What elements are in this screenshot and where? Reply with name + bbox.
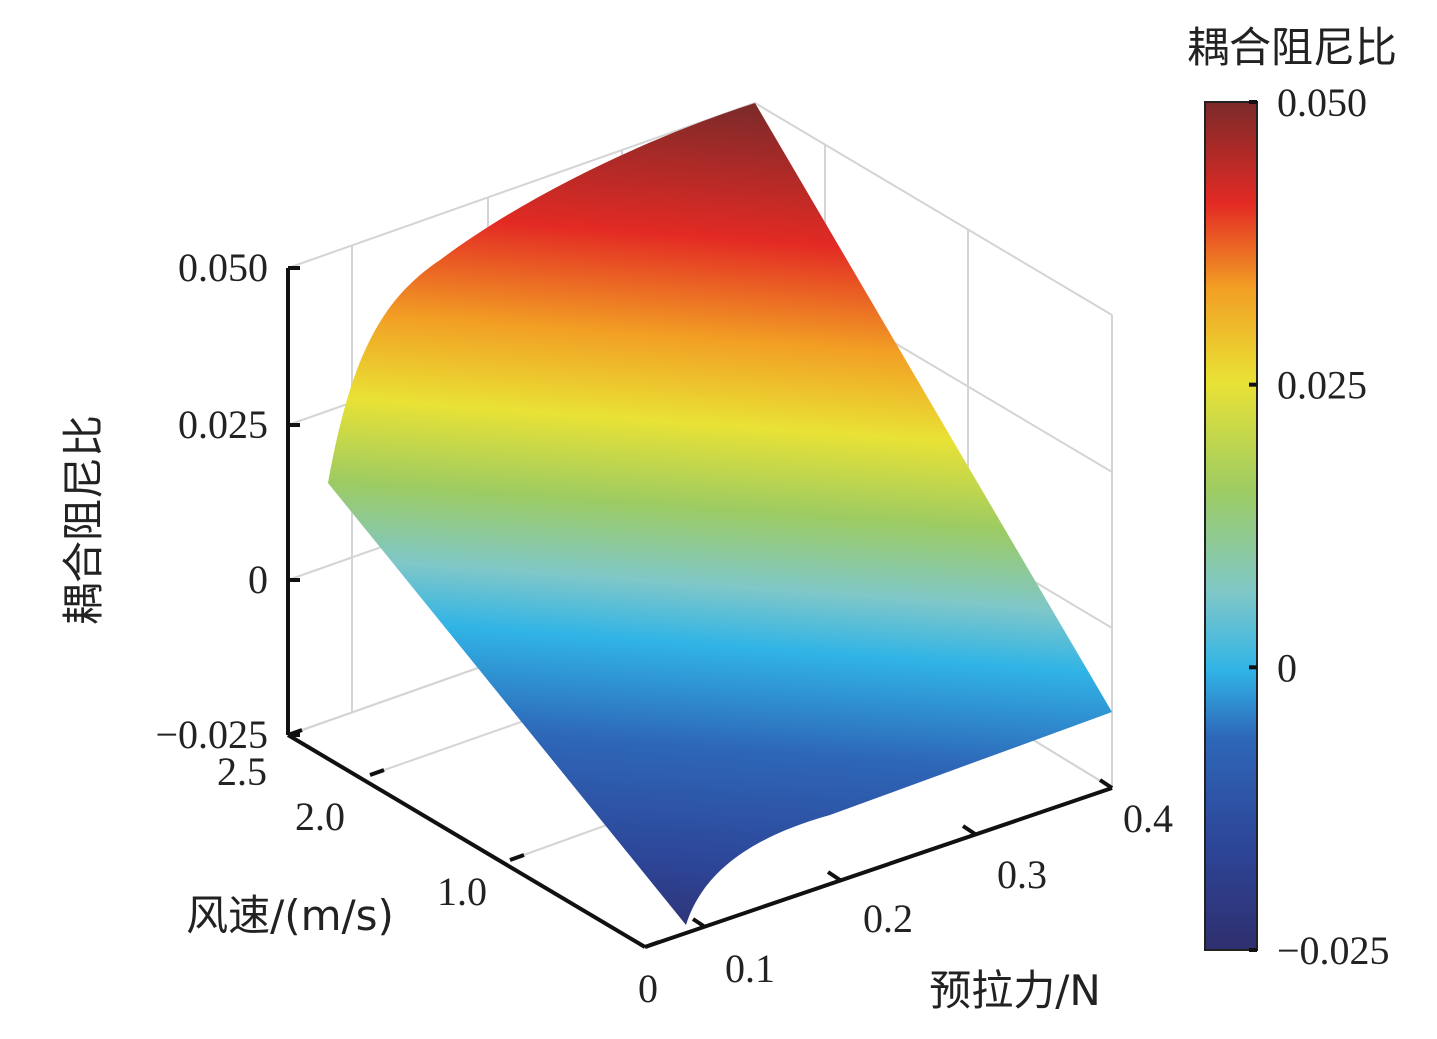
colorbar-tick-label: 0 bbox=[1277, 645, 1297, 690]
y-tick-label: 2.5 bbox=[217, 749, 267, 794]
colorbar-tick-label: 0.025 bbox=[1277, 363, 1367, 408]
z-tick-label: 0.050 bbox=[178, 245, 268, 290]
x-axis-title: 预拉力/N bbox=[929, 966, 1101, 1015]
y-tick-mark bbox=[509, 853, 525, 862]
z-axis-title: 耦合阻尼比 bbox=[59, 415, 108, 625]
y-tick-label: 0 bbox=[638, 966, 658, 1011]
z-tick-label: −0.025 bbox=[155, 712, 268, 757]
y-tick-mark bbox=[369, 768, 385, 777]
colorbar-ticks: 0.050 0.025 0 −0.025 bbox=[1249, 80, 1390, 973]
colorbar-tick-label: 0.050 bbox=[1277, 80, 1367, 125]
x-tick-label: 0.3 bbox=[997, 852, 1047, 897]
x-tick-label: 0.4 bbox=[1123, 796, 1173, 841]
gridline bbox=[287, 102, 756, 269]
gridline bbox=[754, 102, 1113, 316]
x-tick-mark bbox=[1098, 778, 1114, 790]
colorbar bbox=[1204, 101, 1258, 951]
y-tick-mark bbox=[644, 940, 660, 949]
y-tick-labels: 0 1.0 2.0 2.5 bbox=[217, 749, 658, 1011]
y-tick-label: 2.0 bbox=[295, 794, 345, 839]
axes bbox=[286, 266, 1114, 949]
colorbar-title: 耦合阻尼比 bbox=[1187, 23, 1397, 72]
x-tick-mark bbox=[826, 870, 842, 882]
y-tick-mark bbox=[287, 728, 303, 737]
x-tick-labels: 0.1 0.2 0.3 0.4 bbox=[725, 796, 1173, 991]
z-tick-label: 0.025 bbox=[178, 402, 268, 447]
colorbar-tick-label: −0.025 bbox=[1277, 928, 1390, 973]
x-tick-mark bbox=[691, 917, 707, 929]
z-tick-labels: −0.025 0 0.025 0.050 bbox=[155, 245, 268, 757]
damping-surface bbox=[328, 103, 1112, 925]
y-tick-label: 1.0 bbox=[437, 869, 487, 914]
x-axis-line bbox=[644, 786, 1113, 949]
z-tick-label: 0 bbox=[248, 557, 268, 602]
y-axis-title: 风速/(m/s) bbox=[186, 891, 394, 940]
x-tick-label: 0.1 bbox=[725, 946, 775, 991]
x-tick-mark bbox=[961, 824, 977, 836]
y-axis-line bbox=[286, 733, 647, 949]
x-tick-label: 0.2 bbox=[863, 896, 913, 941]
